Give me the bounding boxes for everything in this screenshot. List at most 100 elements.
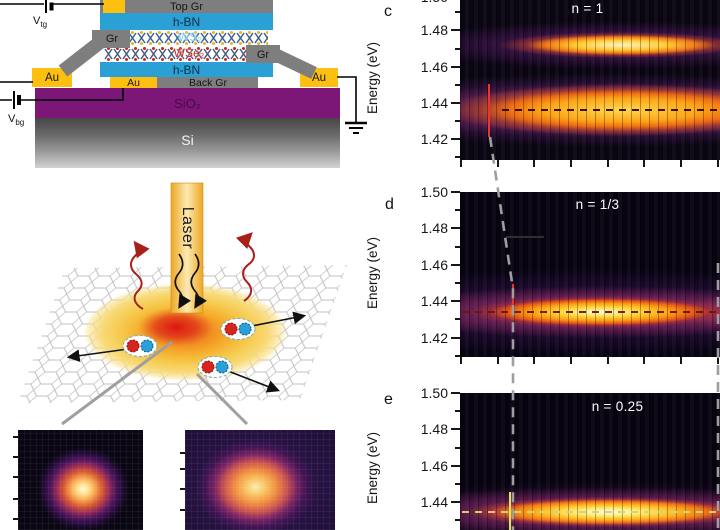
au-right-label: Au — [311, 71, 327, 84]
red-marker-line — [488, 84, 490, 137]
tick — [451, 392, 460, 394]
tick — [607, 357, 609, 364]
tick — [451, 138, 460, 140]
ytick-label: 1.48 — [420, 421, 448, 437]
tick — [680, 160, 682, 167]
spectral-map-d — [460, 192, 720, 357]
tick — [643, 357, 645, 364]
tick — [455, 483, 460, 485]
panel-letter-e: e — [384, 391, 393, 408]
panel-letter-d: d — [385, 196, 394, 213]
exciton-pair-icon — [122, 335, 158, 357]
gr-left-label: Gr — [105, 32, 119, 45]
filling-factor-label: n = 1/3 — [575, 197, 620, 212]
tick — [180, 509, 185, 511]
tick — [497, 357, 499, 364]
hbn-top-layer — [100, 13, 273, 30]
ytick-label: 1.42 — [420, 330, 448, 346]
ground-icon — [345, 121, 367, 134]
tick — [455, 519, 460, 521]
back-gr-label: Back Gr — [189, 76, 227, 89]
tick — [180, 488, 185, 490]
tick — [607, 160, 609, 167]
tick — [455, 246, 460, 248]
tick — [451, 29, 460, 31]
back-gate-au-contact — [110, 77, 157, 88]
diffusion-arrow-icon — [66, 348, 129, 363]
tick — [533, 160, 535, 167]
si-label: Si — [181, 132, 194, 148]
tick — [455, 282, 460, 284]
reference-dash-line — [462, 511, 720, 513]
spectral-map-c — [460, 0, 720, 160]
au-left-label: Au — [44, 71, 60, 84]
pointer-line — [61, 340, 173, 426]
tick — [455, 318, 460, 320]
panel-letter-c: c — [384, 3, 392, 20]
tick — [13, 456, 18, 458]
tick — [455, 410, 460, 412]
vtg-label: Vtg — [33, 15, 48, 30]
tick — [451, 191, 460, 193]
filling-factor-label: n = 0.25 — [591, 399, 644, 414]
tick — [570, 357, 572, 364]
faint-artifact-line — [506, 236, 544, 238]
tick — [460, 160, 462, 167]
tick — [13, 436, 18, 438]
diffusion-arrow-icon — [227, 370, 280, 393]
photon-emission-icon — [130, 240, 150, 310]
diffusion-arrow-icon — [251, 311, 307, 327]
tick — [451, 337, 460, 339]
reference-dash-line — [502, 109, 720, 111]
tick — [680, 357, 682, 364]
ytick-label: 1.44 — [420, 293, 448, 309]
tick — [455, 447, 460, 449]
top-gr-label: Top Gr — [169, 0, 203, 13]
ytick-label: 1.50 — [420, 184, 448, 200]
ytick-label: 1.46 — [420, 59, 448, 75]
pl-spot-map-small — [18, 430, 143, 530]
tick — [451, 227, 460, 229]
excitation-glow — [83, 283, 287, 381]
back-graphene-layer — [110, 77, 258, 88]
tick — [455, 84, 460, 86]
filling-factor-label: n = 1 — [571, 1, 604, 16]
pointer-line — [195, 372, 249, 426]
tick — [455, 156, 460, 158]
tick — [570, 160, 572, 167]
ws2-label: WS₂ — [178, 30, 202, 44]
hbn-bottom-label: h-BN — [172, 62, 201, 77]
tick — [13, 518, 18, 520]
ytick-label: 1.46 — [420, 257, 448, 273]
device-schematic: Top Gr h-BN WS₂ WSe₂ h-BN Back Gr Au SiO… — [0, 0, 380, 180]
photon-emission-icon — [235, 232, 255, 302]
ytick-label: 1.42 — [420, 131, 448, 147]
tick — [451, 428, 460, 430]
hbn-top-label: h-BN — [172, 14, 201, 29]
pl-spot-map-large — [185, 430, 335, 530]
tick — [717, 160, 719, 167]
tick — [451, 465, 460, 467]
tick — [13, 498, 18, 500]
vbg-battery-icon — [13, 91, 21, 109]
ytick-label-cut: 1.50 — [406, 0, 448, 5]
ytick-label: 1.44 — [420, 95, 448, 111]
y-axis-title: Energy (eV) — [365, 236, 380, 310]
ytick-label: 1.44 — [420, 494, 448, 510]
tick — [451, 264, 460, 266]
exciton-pair-icon — [220, 318, 256, 340]
tick — [180, 452, 185, 454]
y-axis-title: Energy (eV) — [365, 41, 380, 115]
hexagonal-lattice-sheet — [18, 265, 347, 403]
tick — [13, 476, 18, 478]
tick — [455, 48, 460, 50]
top-gate-au-contact — [103, 0, 125, 13]
laser-label: Laser — [179, 206, 196, 250]
si-substrate — [35, 118, 340, 168]
tick — [460, 357, 462, 364]
y-axis-title: Energy (eV) — [365, 431, 380, 505]
green-marker-line — [509, 492, 511, 530]
tick — [451, 501, 460, 503]
tick — [643, 160, 645, 167]
